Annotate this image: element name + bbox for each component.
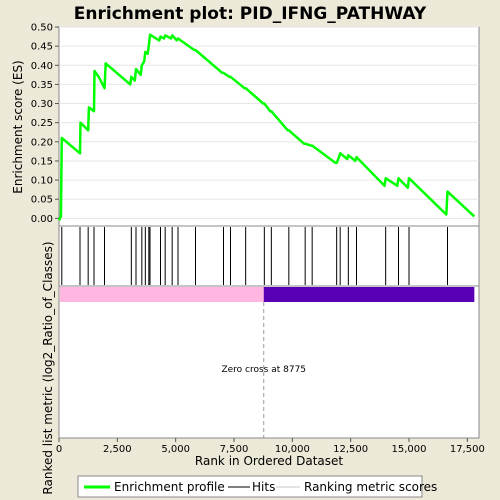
es-y-tick-label: 0.10 <box>31 176 53 187</box>
x-tick-label: 0 <box>56 444 62 455</box>
x-tick-label: 12,500 <box>333 444 368 455</box>
x-tick-label: 15,000 <box>392 444 427 455</box>
metric-panel <box>58 285 480 439</box>
metric-bar-positive <box>60 287 264 302</box>
x-tick-label: 2,500 <box>103 444 132 455</box>
es-gridlines <box>59 26 479 219</box>
legend-label-ranking: Ranking metric scores <box>304 480 437 494</box>
metric-bars <box>60 287 475 302</box>
es-y-tick-label: 0.30 <box>31 99 53 110</box>
es-y-tick-label: 0.40 <box>31 61 53 72</box>
metric-bar-negative <box>263 287 475 302</box>
legend-label-hits: Hits <box>252 480 275 494</box>
enrichment-profile-curve <box>57 33 476 221</box>
hit-lines <box>61 227 448 285</box>
x-tick-label: 10,000 <box>275 444 310 455</box>
x-tick-label: 5,000 <box>161 444 190 455</box>
es-y-ticks: 0.00 0.05 0.10 0.15 0.20 0.25 0.30 0.35 0.40 0.45… <box>31 23 59 225</box>
es-y-tick-label: 0.50 <box>31 23 53 34</box>
x-axis-label: Rank in Ordered Dataset <box>195 454 343 468</box>
y-axis-label-metric: Ranked list metric (log2_Ratio_of_Classe… <box>41 241 55 494</box>
hits-panel <box>58 225 480 287</box>
es-y-tick-label: 0.00 <box>31 214 53 225</box>
zero-cross-label: Zero cross at 8775 <box>221 365 306 375</box>
y-axis-label-es: Enrichment score (ES) <box>11 60 25 193</box>
x-tick-label: 7,500 <box>220 444 249 455</box>
x-axis-ticks: 0 2,500 5,000 7,500 10,000 12,500 15,000 17,500 <box>56 438 485 455</box>
legend-label-enrichment: Enrichment profile <box>114 480 225 494</box>
es-y-tick-label: 0.15 <box>31 156 53 167</box>
es-y-tick-label: 0.45 <box>31 42 53 53</box>
es-y-tick-label: 0.05 <box>31 195 53 206</box>
legend: Enrichment profile Hits Ranking metric s… <box>77 475 437 498</box>
enrichment-profile-line <box>57 33 476 221</box>
es-plot-area <box>58 26 480 227</box>
es-y-tick-label: 0.35 <box>31 80 53 91</box>
chart-title: Enrichment plot: PID_IFNG_PATHWAY <box>74 4 427 24</box>
es-y-tick-label: 0.25 <box>31 118 53 129</box>
x-tick-label: 17,500 <box>450 444 485 455</box>
es-y-tick-label: 0.20 <box>31 137 53 148</box>
